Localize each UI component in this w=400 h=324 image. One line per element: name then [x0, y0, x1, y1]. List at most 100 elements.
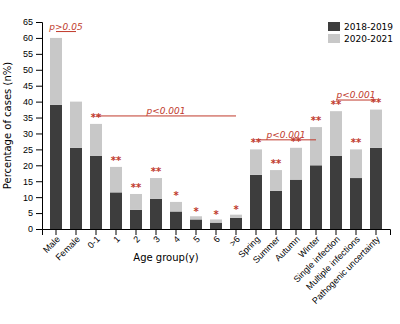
x-tick: 3 [151, 229, 162, 245]
x-tick-mark [76, 229, 77, 235]
annotation-text: p<0.001 [335, 90, 375, 100]
y-tick-mark [36, 54, 42, 55]
bar [270, 170, 282, 191]
y-tick: 25 [23, 145, 42, 155]
x-tick-mark [336, 229, 337, 235]
y-tick: 5 [28, 208, 42, 218]
star: ** [131, 182, 142, 193]
x-axis: MaleFemale0-1123456>6SpringSummerAutumnW… [41, 229, 391, 306]
bar [230, 215, 242, 218]
y-tick-mark [36, 70, 42, 71]
y-tick: 65 [23, 17, 42, 27]
y-tick: 45 [23, 81, 42, 91]
star: ** [251, 137, 262, 148]
bar [290, 180, 302, 229]
bar [90, 124, 102, 156]
y-tick: 60 [23, 33, 42, 43]
annotations: p>0.05p<0.001p<0.001p<0.001 [48, 22, 376, 140]
y-tick-label: 10 [23, 193, 33, 203]
x-tick: Pathogenic uncertainty [310, 229, 382, 306]
bar [90, 156, 102, 229]
x-tick-mark [356, 229, 357, 235]
y-tick-label: 0 [28, 224, 33, 234]
x-tick-mark [96, 229, 97, 235]
bar [130, 210, 142, 229]
y-tick-label: 5 [28, 208, 33, 218]
bar [190, 219, 202, 229]
bar [70, 148, 82, 229]
star: ** [371, 97, 382, 108]
x-tick: Female [54, 229, 82, 262]
y-tick-mark [36, 213, 42, 214]
bar [50, 38, 62, 105]
bar [150, 199, 162, 229]
x-tick-mark [176, 229, 177, 235]
y-tick-label: 40 [23, 97, 33, 107]
y-tick: 0 [28, 224, 42, 234]
bar-series [50, 38, 382, 223]
y-tick-label: 65 [23, 17, 33, 27]
y-tick-label: 20 [23, 161, 33, 171]
star: * [173, 190, 179, 201]
x-tick-label: Autumn [273, 234, 302, 263]
legend-swatch [328, 34, 340, 43]
x-tick: 5 [191, 229, 202, 245]
x-tick: 6 [211, 229, 222, 245]
y-tick-mark [36, 181, 42, 182]
y-tick-label: 15 [23, 177, 33, 187]
x-tick: 4 [171, 229, 182, 245]
y-tick-label: 55 [23, 49, 33, 59]
x-tick-mark [216, 229, 217, 235]
y-axis-line [36, 23, 43, 230]
bar [150, 178, 162, 199]
bar [250, 175, 262, 229]
y-tick-mark [36, 133, 42, 134]
x-tick-mark [236, 229, 237, 235]
y-tick-label: 60 [23, 33, 33, 43]
y-tick-label: 45 [23, 81, 33, 91]
star: ** [91, 112, 102, 123]
star: ** [311, 115, 322, 126]
y-tick-mark [36, 149, 42, 150]
y-tick: 10 [23, 193, 42, 203]
y-tick: 55 [23, 49, 42, 59]
annotation-text: p<0.001 [145, 106, 185, 116]
bar [330, 111, 342, 156]
bar [170, 211, 182, 229]
y-tick: 20 [23, 161, 42, 171]
x-tick-mark [376, 229, 377, 235]
y-tick-label: 50 [23, 65, 33, 75]
y-tick: 15 [23, 177, 42, 187]
y-tick-mark [36, 118, 42, 119]
x-tick-label: 0-1 [86, 234, 102, 250]
x-tick-mark [56, 229, 57, 235]
y-tick-label: 35 [23, 113, 33, 123]
bar [350, 178, 362, 229]
bar [350, 149, 362, 178]
y-axis: 0 5 10 15 20 25 30 35 40 45 50 55 60 65 [23, 17, 43, 234]
x-tick: 0-1 [86, 229, 102, 250]
x-tick-label: Pathogenic uncertainty [310, 234, 382, 306]
y-tick: 40 [23, 97, 42, 107]
bar [330, 156, 342, 229]
y-tick-mark [36, 38, 42, 39]
star: ** [351, 137, 362, 148]
legend-entry: 2020-2021 [328, 34, 393, 44]
star: ** [291, 136, 302, 147]
y-tick-mark [36, 86, 42, 87]
y-tick: 50 [23, 65, 42, 75]
plot-area [50, 38, 382, 229]
x-tick: Autumn [273, 229, 302, 263]
bar-series [50, 105, 382, 229]
y-tick: 35 [23, 113, 42, 123]
bar [370, 148, 382, 229]
y-tick-label: 30 [23, 129, 33, 139]
x-tick-label: 4 [171, 234, 182, 245]
star: * [233, 204, 239, 215]
x-tick-mark [116, 229, 117, 235]
legend-label: 2018-2019 [344, 22, 393, 32]
bar [70, 102, 82, 148]
bar [210, 223, 222, 229]
legend-label: 2020-2021 [344, 34, 393, 44]
star: * [213, 209, 219, 220]
